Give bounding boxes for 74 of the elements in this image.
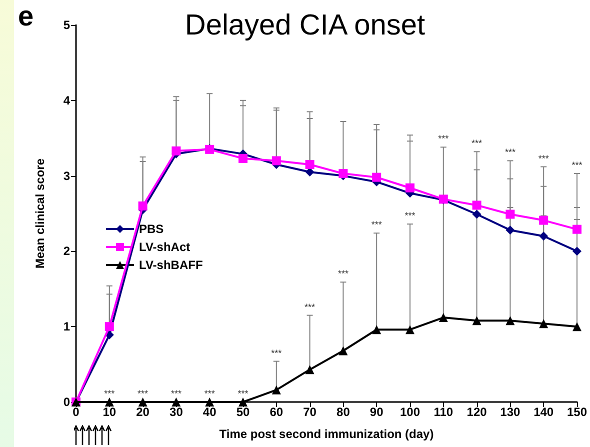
x-tick-label: 100 xyxy=(400,405,420,419)
x-tick-label: 50 xyxy=(236,405,250,419)
x-tick-label: 0 xyxy=(72,405,80,419)
point xyxy=(172,398,181,406)
annotation: *** xyxy=(472,138,483,148)
point xyxy=(138,398,148,406)
point xyxy=(572,224,582,234)
annotation: *** xyxy=(438,134,450,144)
point xyxy=(238,154,248,163)
point xyxy=(405,325,414,334)
point xyxy=(572,246,582,256)
point xyxy=(272,156,281,166)
point xyxy=(472,200,482,210)
annotation: *** xyxy=(504,147,516,158)
y-axis-title: Mean clinical score xyxy=(33,158,47,269)
x-tick-label: 90 xyxy=(370,405,384,419)
point xyxy=(138,201,148,210)
annotation: *** xyxy=(170,388,182,398)
point xyxy=(506,316,515,326)
y-tick-label: 3 xyxy=(63,168,70,183)
x-tick-label: 40 xyxy=(202,405,217,419)
point xyxy=(472,316,482,326)
point xyxy=(305,365,314,374)
x-tick-label: 130 xyxy=(500,405,521,419)
chart-title: Delayed CIA onset xyxy=(184,10,426,42)
x-tick-label: 10 xyxy=(102,405,116,419)
point xyxy=(205,398,214,406)
annotation: *** xyxy=(238,388,249,398)
x-tick-label: 60 xyxy=(270,405,284,419)
point xyxy=(572,322,582,332)
x-tick-label: 140 xyxy=(534,405,554,419)
x-tick-label: 80 xyxy=(336,405,350,419)
x-tick-label: 150 xyxy=(566,405,588,419)
annotation: *** xyxy=(204,388,216,398)
x-tick-label: 30 xyxy=(170,405,184,419)
x-tick-label: 110 xyxy=(434,405,454,419)
x-tick-label: 120 xyxy=(466,405,488,419)
point xyxy=(272,385,281,394)
y-tick-label: 2 xyxy=(63,244,70,258)
annotation: *** xyxy=(572,160,583,170)
annotation: *** xyxy=(104,388,116,398)
point xyxy=(472,210,482,219)
y-tick-label: 1 xyxy=(63,320,70,334)
point xyxy=(372,172,382,182)
point xyxy=(104,322,114,332)
point xyxy=(305,160,314,169)
y-tick-label: 5 xyxy=(63,18,70,32)
point xyxy=(372,325,382,334)
x-axis-title: Time post second immunization (day) xyxy=(219,427,434,441)
point xyxy=(506,210,515,219)
point xyxy=(539,319,548,328)
point xyxy=(238,398,248,406)
point xyxy=(338,346,348,356)
y-tick-label: 0 xyxy=(63,395,70,409)
annotation: *** xyxy=(538,153,550,164)
x-tick-label: 70 xyxy=(303,405,317,419)
point xyxy=(405,183,414,192)
point xyxy=(506,226,515,235)
y-tick-label: 4 xyxy=(63,93,70,108)
legend-label: PBS xyxy=(139,222,164,236)
legend-label: LV-shBAFF xyxy=(139,258,203,272)
annotation: *** xyxy=(271,348,282,358)
x-tick-label: 20 xyxy=(136,405,150,419)
annotation: *** xyxy=(138,388,149,398)
annotation: *** xyxy=(371,220,382,230)
point xyxy=(438,313,448,322)
point xyxy=(172,146,181,156)
annotation: *** xyxy=(304,302,316,312)
text: e xyxy=(18,0,34,32)
point xyxy=(539,232,548,241)
annotation: *** xyxy=(404,210,416,221)
legend-label: LV-shAct xyxy=(139,240,190,254)
annotation: *** xyxy=(338,268,349,279)
point xyxy=(104,398,114,406)
